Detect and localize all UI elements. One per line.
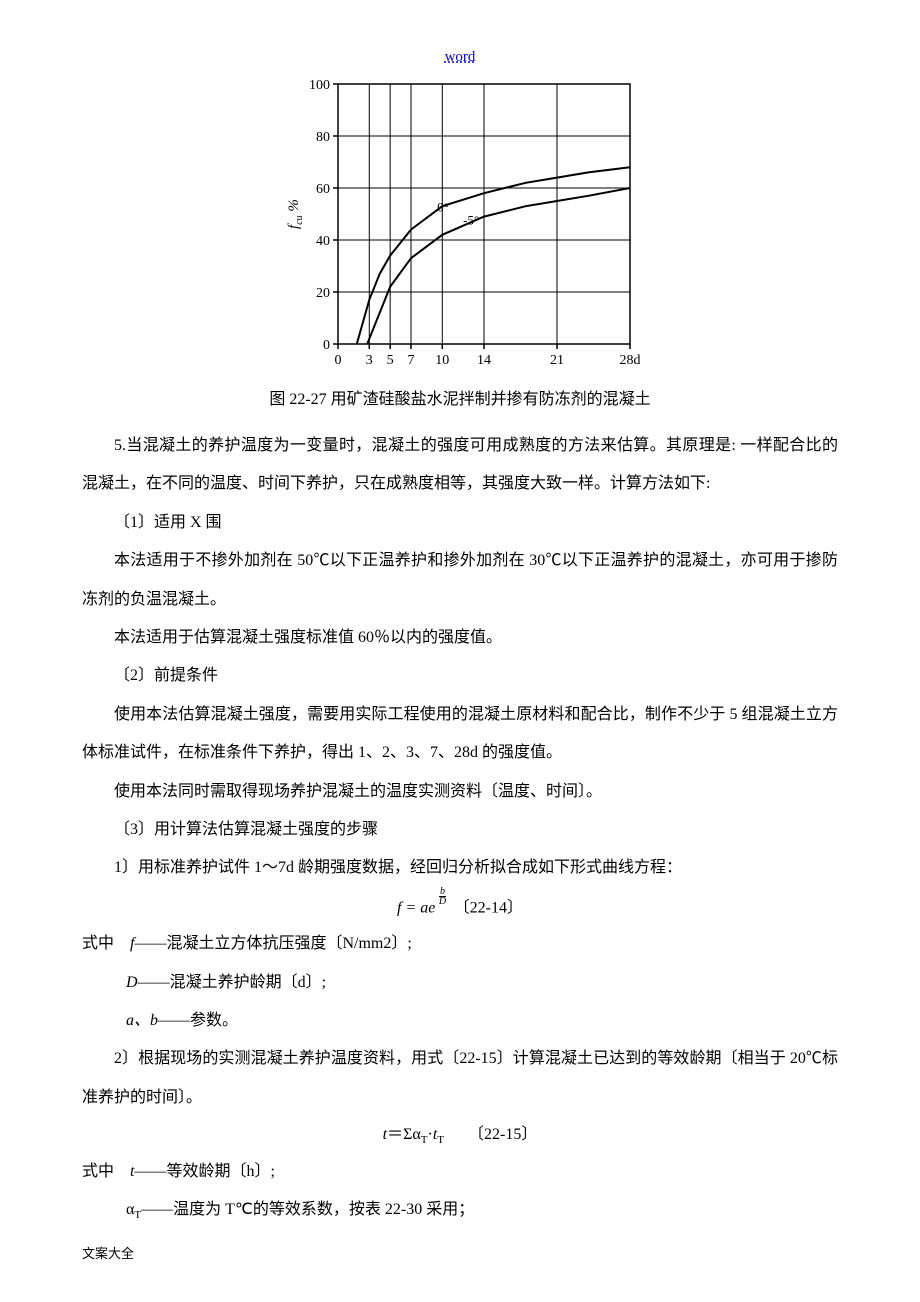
def-t: 式中 t——等效龄期〔h〕; — [82, 1153, 838, 1191]
svg-text:0°: 0° — [437, 199, 449, 214]
step-1: 1〕用标准养护试件 1～7d 龄期强度数据，经回归分析拟合成如下形式曲线方程： — [82, 849, 838, 887]
def-alpha-txt: ——温度为 T℃的等效系数，按表 22-30 采用； — [141, 1201, 474, 1218]
svg-text:0: 0 — [335, 353, 342, 368]
def-f-txt: ——混凝土立方体抗压强度〔N/mm2〕; — [134, 935, 411, 952]
equation-22-14: f = ae b D 〔22-14〕 — [82, 888, 838, 926]
eq1-label: 〔22-14〕 — [454, 899, 523, 916]
svg-text:0: 0 — [323, 338, 330, 353]
def-f: 式中 f——混凝土立方体抗压强度〔N/mm2〕; — [82, 925, 838, 963]
svg-text:20: 20 — [316, 286, 330, 301]
header-link-text[interactable]: word — [445, 49, 476, 65]
chart-caption: 图 22-27 用矿渣硅酸盐水泥拌制并掺有防冻剂的混凝土 — [82, 385, 838, 409]
svg-text:3: 3 — [366, 353, 373, 368]
svg-text:100: 100 — [309, 78, 330, 93]
svg-text:5: 5 — [387, 353, 394, 368]
def-alpha: αT——温度为 T℃的等效系数，按表 22-30 采用； — [82, 1191, 838, 1229]
def-D-sym: D — [126, 974, 138, 991]
def-alpha-sym: αT — [126, 1201, 141, 1218]
def-t-pre: 式中 — [82, 1163, 130, 1180]
section-3-heading: 〔3〕用计算法估算混凝土强度的步骤 — [82, 811, 838, 849]
svg-text:10: 10 — [435, 353, 449, 368]
def-f-pre: 式中 — [82, 935, 130, 952]
strength-curve-chart: 0° -5° 0 20 40 60 80 100 0 357 10 14 21 28d fcu % — [82, 74, 838, 379]
paragraph-prereq-1: 使用本法估算混凝土强度，需要用实际工程使用的混凝土原材料和配合比，制作不少于 5… — [82, 696, 838, 773]
header-link: word — [82, 48, 838, 66]
svg-text:fcu %: fcu % — [286, 199, 305, 229]
svg-text:60: 60 — [316, 182, 330, 197]
equation-22-15: tt＝Σα＝ΣαT·tT 〔22-15〕 — [82, 1117, 838, 1152]
step-2: 2〕根据现场的实测混凝土养护温度资料，用式〔22-15〕计算混凝土已达到的等效龄… — [82, 1040, 838, 1117]
paragraph-5: 5.当混凝土的养护温度为一变量时，混凝土的强度可用成熟度的方法来估算。其原理是:… — [82, 427, 838, 504]
def-t-txt: ——等效龄期〔h〕; — [134, 1163, 274, 1180]
svg-text:14: 14 — [477, 353, 491, 368]
footer-text: 文案大全 — [82, 1243, 134, 1262]
paragraph-applicability-1: 本法适用于不掺外加剂在 50℃以下正温养护和掺外加剂在 30℃以下正温养护的混凝… — [82, 542, 838, 619]
paragraph-applicability-2: 本法适用于估算混凝土强度标准值 60％以内的强度值。 — [82, 619, 838, 657]
svg-text:21: 21 — [550, 353, 564, 368]
def-ab: a、b——参数。 — [82, 1002, 838, 1040]
section-2-heading: 〔2〕前提条件 — [82, 657, 838, 695]
paragraph-prereq-2: 使用本法同时需取得现场养护混凝土的温度实测资料〔温度、时间〕。 — [82, 773, 838, 811]
svg-text:-5°: -5° — [463, 212, 479, 227]
def-D-txt: ——混凝土养护龄期〔d〕; — [138, 974, 326, 991]
def-ab-txt: ——参数。 — [158, 1012, 238, 1029]
svg-text:40: 40 — [316, 234, 330, 249]
svg-text:28d: 28d — [620, 353, 641, 368]
svg-text:7: 7 — [408, 353, 415, 368]
def-ab-sym: a、b — [126, 1012, 158, 1029]
section-1-heading: 〔1〕适用 X 围 — [82, 504, 838, 542]
def-D: D——混凝土养护龄期〔d〕; — [82, 964, 838, 1002]
svg-text:80: 80 — [316, 130, 330, 145]
eq2-label: 〔22-15〕 — [468, 1126, 537, 1143]
